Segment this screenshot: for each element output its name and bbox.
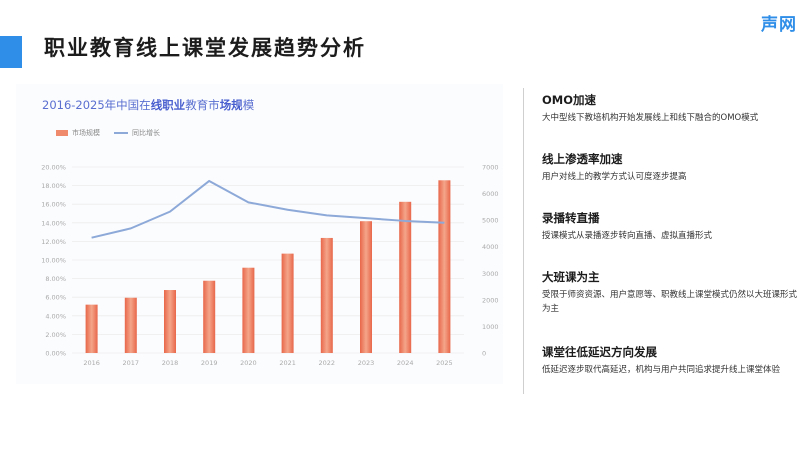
- y-right-tick-label: 7000: [482, 164, 499, 172]
- x-tick-label: 2017: [123, 359, 140, 367]
- y-left-tick-label: 12.00%: [41, 238, 66, 246]
- x-tick-label: 2021: [279, 359, 296, 367]
- chart-title: 2016-2025年中国在线职业教育市场规模: [42, 97, 254, 113]
- point-title: 大班课为主: [542, 270, 600, 284]
- chart-panel: 2016-2025年中国在线职业教育市场规模 市场规模 同比增长 0.00% 2.…: [16, 84, 503, 384]
- point-title: 线上渗透率加速: [542, 152, 623, 166]
- bar: [203, 280, 216, 353]
- legend-item-line: 同比增长: [114, 128, 160, 138]
- point-item: 课堂往低延迟方向发展 低延迟逐步取代高延迟，机构与用户共同追求提升线上课堂体验: [542, 344, 780, 377]
- bar: [85, 304, 98, 353]
- legend-label: 市场规模: [72, 129, 100, 137]
- y-left-tick-label: 10.00%: [41, 257, 66, 265]
- point-title: OMO加速: [542, 93, 596, 107]
- legend-swatch-bar: [56, 130, 68, 136]
- y-left-tick-label: 16.00%: [41, 201, 66, 209]
- bar: [242, 267, 255, 353]
- bar: [164, 290, 176, 353]
- y-left-tick-label: 0.00%: [45, 350, 66, 358]
- chart-title-part: 教育市: [185, 98, 220, 112]
- bar: [438, 180, 451, 353]
- y-right-tick-label: 1000: [482, 323, 499, 331]
- y-left-tick-label: 4.00%: [45, 312, 66, 320]
- x-tick-label: 2025: [436, 359, 453, 367]
- y-left-tick-label: 14.00%: [41, 219, 66, 227]
- chart-title-part: 场规: [219, 98, 243, 112]
- y-left-tick-label: 8.00%: [45, 275, 66, 283]
- bar: [360, 221, 372, 353]
- growth-line: [91, 179, 445, 239]
- y-right-tick-label: 6000: [482, 190, 499, 198]
- legend-swatch-line: [114, 132, 128, 134]
- point-desc: 授课模式从录播逐步转向直播、虚拟直播形式: [542, 231, 713, 241]
- y-right-tick-label: 2000: [482, 296, 499, 304]
- chart-title-part: 模: [242, 98, 255, 112]
- point-item: 大班课为主 受限于师资资源、用户意愿等、职教线上课堂模式仍然以大班课形式为主: [542, 269, 802, 316]
- bar: [124, 297, 137, 353]
- point-title: 课堂往低延迟方向发展: [542, 345, 657, 359]
- point-item: 录播转直播 授课模式从录播逐步转向直播、虚拟直播形式: [542, 210, 712, 243]
- x-tick-label: 2018: [162, 359, 179, 367]
- point-desc: 受限于师资资源、用户意愿等、职教线上课堂模式仍然以大班课形式为主: [542, 290, 798, 314]
- bar: [281, 253, 294, 353]
- x-tick-label: 2023: [358, 359, 375, 367]
- x-tick-label: 2016: [83, 359, 100, 367]
- x-tick-label: 2024: [397, 359, 414, 367]
- brand-logo: 声网: [761, 15, 797, 35]
- chart-title-part: 2016-2025年中国在: [42, 98, 151, 112]
- y-left-tick-label: 18.00%: [41, 182, 66, 190]
- point-item: 线上渗透率加速 用户对线上的教学方式认可度逐步提高: [542, 151, 687, 184]
- chart-plot: 0.00% 2.00% 4.00% 6.00% 8.00% 10.00% 12.00% 14.…: [41, 164, 499, 368]
- page-title: 职业教育线上课堂发展趋势分析: [44, 36, 366, 60]
- point-item: OMO加速 大中型线下教培机构开始发展线上和线下融合的OMO模式: [542, 92, 758, 125]
- y-right-tick-label: 4000: [482, 243, 499, 251]
- y-right-tick-label: 5000: [482, 217, 499, 225]
- y-right-tick-label: 0: [482, 350, 486, 358]
- x-tick-label: 2020: [240, 359, 257, 367]
- bar: [320, 237, 333, 353]
- x-tick-label: 2022: [319, 359, 336, 367]
- legend-item-bar: 市场规模: [56, 128, 100, 138]
- y-left-tick-label: 6.00%: [45, 294, 66, 302]
- vertical-divider: [523, 88, 524, 394]
- point-desc: 用户对线上的教学方式认可度逐步提高: [542, 172, 687, 182]
- y-left-tick-label: 2.00%: [45, 331, 66, 339]
- title-accent-bar: [0, 36, 22, 68]
- chart-legend: 市场规模 同比增长: [56, 128, 160, 138]
- bar: [399, 201, 412, 353]
- y-left-tick-label: 20.00%: [41, 164, 66, 172]
- legend-label: 同比增长: [132, 129, 160, 137]
- point-title: 录播转直播: [542, 211, 600, 225]
- point-desc: 大中型线下教培机构开始发展线上和线下融合的OMO模式: [542, 113, 759, 123]
- point-desc: 低延迟逐步取代高延迟，机构与用户共同追求提升线上课堂体验: [542, 365, 781, 375]
- y-right-tick-label: 3000: [482, 270, 499, 278]
- x-tick-label: 2019: [201, 359, 218, 367]
- chart-title-part: 线职业: [150, 98, 186, 112]
